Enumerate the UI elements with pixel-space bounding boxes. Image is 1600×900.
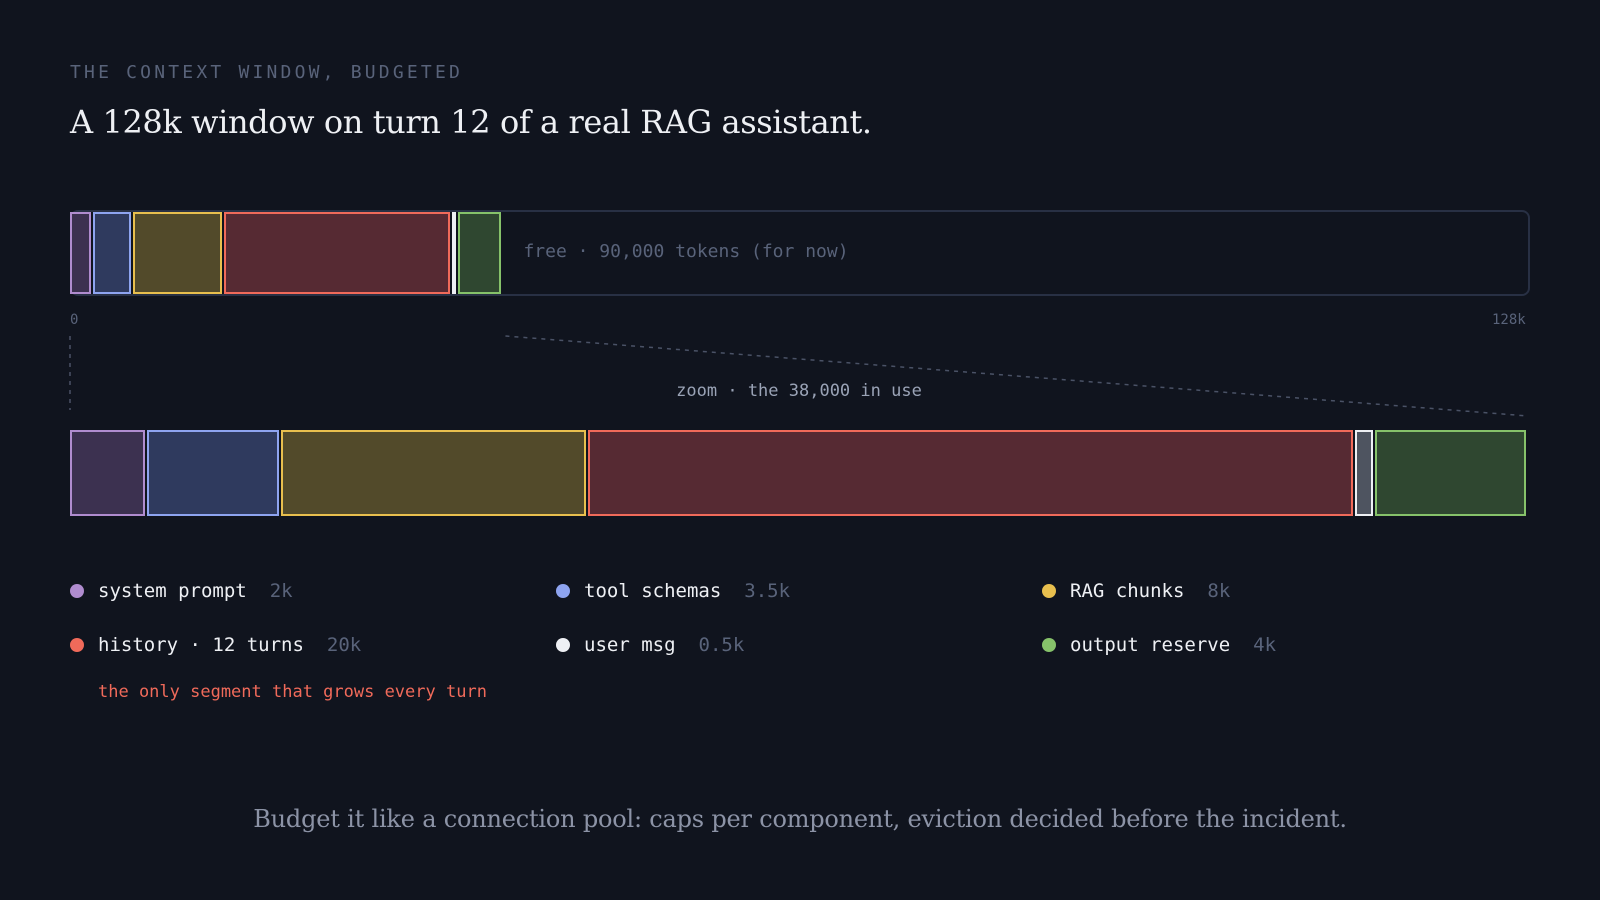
legend-label-system: system prompt — [98, 580, 247, 602]
legend-swatch-history — [70, 638, 84, 652]
history-note: the only segment that grows every turn — [98, 682, 487, 702]
free-space-label: free · 90,000 tokens (for now) — [523, 241, 849, 262]
zoom-guide-right — [505, 335, 1529, 417]
window-segment-user — [452, 212, 457, 294]
legend-swatch-rag — [1042, 584, 1056, 598]
eyebrow-label: THE CONTEXT WINDOW, BUDGETED — [70, 62, 464, 83]
legend-swatch-tools — [556, 584, 570, 598]
legend-value-rag: 8k — [1207, 580, 1231, 602]
legend-value-tools: 3.5k — [744, 580, 791, 602]
zoom-segment-system — [70, 430, 145, 516]
legend-item-tools: tool schemas 3.5k — [556, 580, 790, 602]
axis-end-label: 128k — [1492, 312, 1526, 328]
zoom-segment-output — [1374, 430, 1526, 516]
window-segment-output — [457, 212, 502, 294]
takeaway: Budget it like a connection pool: caps p… — [253, 805, 1347, 833]
legend-item-rag: RAG chunks 8k — [1042, 580, 1230, 602]
zoom-label: zoom · the 38,000 in use — [0, 381, 1600, 401]
legend-swatch-output — [1042, 638, 1056, 652]
legend-label-user: user msg — [584, 634, 676, 656]
zoom-segment-history — [587, 430, 1354, 516]
zoom-segment-user — [1355, 430, 1373, 516]
legend-value-user: 0.5k — [698, 634, 745, 656]
legend-label-tools: tool schemas — [584, 580, 722, 602]
legend-value-system: 2k — [269, 580, 293, 602]
window-segment-rag — [132, 212, 222, 294]
legend-label-rag: RAG chunks — [1070, 580, 1185, 602]
legend-label-history: history · 12 turns — [98, 634, 304, 656]
window-segment-system — [70, 212, 91, 294]
headline: A 128k window on turn 12 of a real RAG a… — [70, 103, 872, 141]
legend-item-system: system prompt 2k — [70, 580, 293, 602]
zoom-segment-tools — [146, 430, 280, 516]
zoom-label-text: zoom · the 38,000 in use — [676, 381, 922, 401]
legend-item-output: output reserve 4k — [1042, 634, 1276, 656]
window-segment-tools — [92, 212, 131, 294]
legend-value-output: 4k — [1253, 634, 1277, 656]
legend-swatch-system — [70, 584, 84, 598]
axis-start-label: 0 — [70, 312, 79, 328]
legend-label-output: output reserve — [1070, 634, 1231, 656]
zoom-segment-rag — [281, 430, 586, 516]
legend-item-history: history · 12 turns 20k — [70, 634, 361, 656]
window-segment-history — [223, 212, 451, 294]
legend-item-user: user msg 0.5k — [556, 634, 744, 656]
legend-swatch-user — [556, 638, 570, 652]
legend-value-history: 20k — [326, 634, 362, 656]
